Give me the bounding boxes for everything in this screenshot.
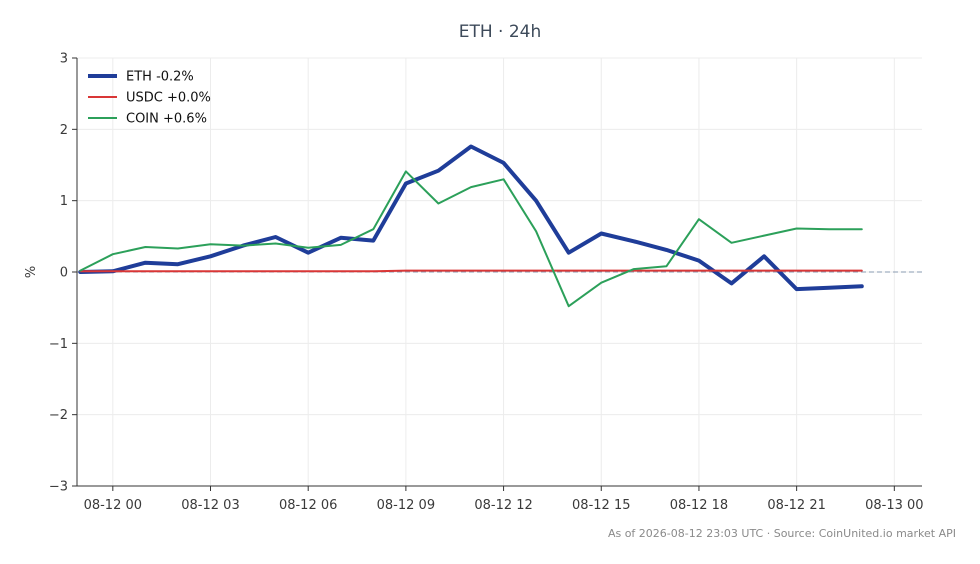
x-tick-label-3: 08-12 09 bbox=[377, 498, 435, 513]
y-tick-label-6: 3 bbox=[60, 52, 68, 67]
x-tick-label-2: 08-12 06 bbox=[279, 498, 337, 513]
x-axis-ticks: 08-12 00 08-12 03 08-12 06 08-12 09 08-12 12… bbox=[84, 486, 924, 513]
series-layer bbox=[78, 144, 864, 308]
y-tick-label-5: 2 bbox=[60, 123, 68, 138]
series-line-1 bbox=[79, 269, 863, 273]
y-tick-label-0: −3 bbox=[49, 480, 68, 495]
legend: ETH -0.2% USDC +0.0% COIN +0.6% bbox=[88, 70, 211, 127]
x-tick-label-5: 08-12 15 bbox=[572, 498, 630, 513]
y-axis-label: % bbox=[24, 266, 39, 278]
footer-source-note: As of 2026-08-12 23:03 UTC · Source: Coi… bbox=[608, 527, 956, 540]
y-tick-label-1: −2 bbox=[49, 408, 68, 423]
y-axis-ticks: −3 −2 −1 0 1 2 3 bbox=[49, 52, 77, 495]
legend-label-1: USDC +0.0% bbox=[126, 91, 211, 106]
y-tick-label-2: −1 bbox=[49, 337, 68, 352]
x-tick-label-8: 08-13 00 bbox=[865, 498, 923, 513]
y-tick-label-3: 0 bbox=[60, 266, 68, 281]
x-tick-label-6: 08-12 18 bbox=[670, 498, 728, 513]
legend-label-0: ETH -0.2% bbox=[126, 70, 194, 85]
x-tick-label-0: 08-12 00 bbox=[84, 498, 142, 513]
y-tick-label-4: 1 bbox=[60, 194, 68, 209]
x-tick-label-7: 08-12 21 bbox=[767, 498, 825, 513]
series-line-2 bbox=[79, 170, 863, 308]
x-tick-label-1: 08-12 03 bbox=[181, 498, 239, 513]
x-tick-label-4: 08-12 12 bbox=[474, 498, 532, 513]
series-line-0 bbox=[78, 144, 864, 292]
legend-label-2: COIN +0.6% bbox=[126, 112, 207, 127]
chart-title: ETH · 24h bbox=[459, 22, 542, 42]
